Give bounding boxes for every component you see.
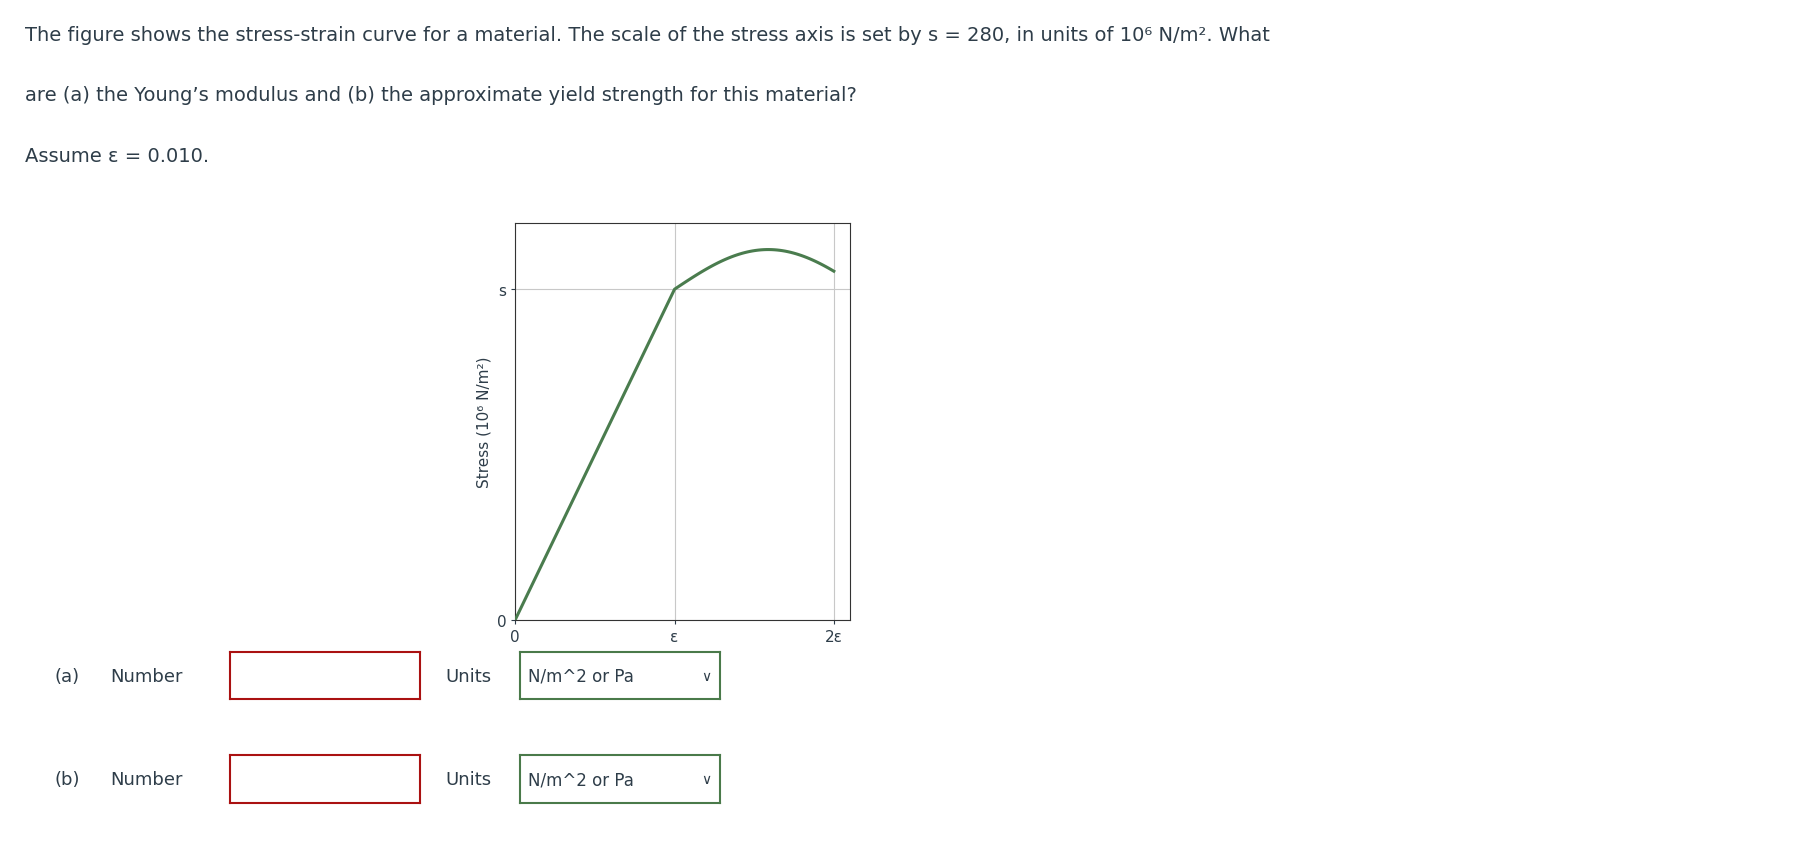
Text: Number: Number <box>110 667 183 684</box>
Text: Units: Units <box>445 667 492 684</box>
Text: i: i <box>211 667 217 684</box>
Text: N/m^2 or Pa: N/m^2 or Pa <box>528 667 634 684</box>
Text: ∨: ∨ <box>701 669 710 683</box>
Text: are (a) the Young’s modulus and (b) the approximate yield strength for this mate: are (a) the Young’s modulus and (b) the … <box>25 86 857 105</box>
Text: (b): (b) <box>54 771 81 788</box>
Text: Number: Number <box>110 771 183 788</box>
X-axis label: Strain: Strain <box>658 651 707 669</box>
Text: (a): (a) <box>54 667 80 684</box>
Text: Units: Units <box>445 771 492 788</box>
Y-axis label: Stress (10⁶ N/m²): Stress (10⁶ N/m²) <box>475 356 492 487</box>
Text: The figure shows the stress-strain curve for a material. The scale of the stress: The figure shows the stress-strain curve… <box>25 26 1270 45</box>
Text: N/m^2 or Pa: N/m^2 or Pa <box>528 771 634 788</box>
Text: ∨: ∨ <box>701 772 710 786</box>
Text: Assume ε = 0.010.: Assume ε = 0.010. <box>25 146 210 165</box>
Text: i: i <box>211 771 217 788</box>
